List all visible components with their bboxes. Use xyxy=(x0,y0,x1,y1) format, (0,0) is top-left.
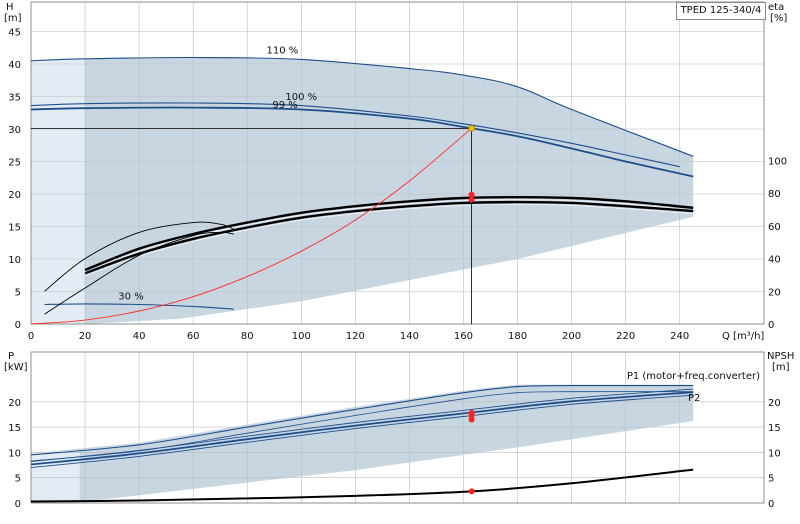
y-tick-label: 40 xyxy=(8,60,21,71)
x-tick-label: 40 xyxy=(133,331,146,342)
npsh-tick-label: 10 xyxy=(768,448,781,459)
x-tick-label: 220 xyxy=(616,331,635,342)
efficiency-curve xyxy=(84,195,694,272)
y-tick-label: 35 xyxy=(8,93,21,104)
y2-axis-label: eta xyxy=(768,2,784,13)
y-tick-label: 5 xyxy=(15,288,21,299)
p1-label: P1 (motor+freq.converter) xyxy=(627,371,760,382)
p2-curve xyxy=(30,391,694,466)
x-tick-label: 20 xyxy=(79,331,92,342)
x-tick-label: 160 xyxy=(454,331,473,342)
x-axis-label: Q [m³/h] xyxy=(722,331,764,342)
duty-point-marker xyxy=(468,125,475,132)
y-tick-label: 15 xyxy=(8,223,21,234)
y-tick-label: 30 xyxy=(8,125,21,136)
envelope-low-flow-zone xyxy=(31,58,86,325)
power-op-point xyxy=(468,488,475,495)
efficiency-op-point xyxy=(468,196,475,203)
npsh-curve xyxy=(30,468,694,503)
efficiency-curve-low xyxy=(44,221,234,292)
head-curve xyxy=(30,106,694,178)
y-axis-label: H xyxy=(6,2,14,13)
p-tick-label: 10 xyxy=(8,448,21,459)
npsh-tick-label: 20 xyxy=(768,398,781,409)
bottom-plot-frame xyxy=(30,351,765,504)
head-curve xyxy=(30,102,680,168)
p-tick-label: 5 xyxy=(15,474,21,485)
y2-tick-label: 60 xyxy=(768,222,781,233)
efficiency-curve-low xyxy=(44,231,234,315)
y-axis-unit: [m] xyxy=(4,13,22,24)
npsh-tick-label: 15 xyxy=(768,423,781,434)
npsh-axis-unit: [m] xyxy=(772,362,790,373)
label-99: 99 % xyxy=(272,100,297,111)
p2-curve xyxy=(30,388,694,462)
system-curve xyxy=(30,127,472,325)
efficiency-curve-inner xyxy=(84,204,694,276)
y-tick-label: 0 xyxy=(15,320,21,331)
operating-envelope xyxy=(31,57,694,324)
npsh-axis-label: NPSH xyxy=(767,351,794,362)
x-tick-label: 60 xyxy=(187,331,200,342)
x-tick-label: 80 xyxy=(241,331,254,342)
y-tick-label: 45 xyxy=(8,28,21,39)
y2-tick-label: 80 xyxy=(768,189,781,200)
p-tick-label: 0 xyxy=(15,499,21,510)
x-tick-label: 200 xyxy=(562,331,581,342)
npsh-tick-label: 5 xyxy=(768,474,774,485)
y2-axis-unit: [%] xyxy=(770,13,787,24)
power-op-point xyxy=(468,409,475,416)
power-envelope-low-flow xyxy=(31,450,80,503)
y2-tick-label: 0 xyxy=(768,320,774,331)
label-100: 100 % xyxy=(285,92,317,103)
npsh-tick-label: 0 xyxy=(768,499,774,510)
efficiency-curve xyxy=(84,200,694,275)
efficiency-curve-inner xyxy=(84,199,694,273)
head-curve-30 xyxy=(44,303,234,310)
x-tick-label: 240 xyxy=(670,331,689,342)
y2-tick-label: 20 xyxy=(768,287,781,298)
p-tick-label: 20 xyxy=(8,398,21,409)
p1-curve xyxy=(30,384,694,456)
y-tick-label: 10 xyxy=(8,255,21,266)
p-tick-label: 15 xyxy=(8,423,21,434)
power-envelope xyxy=(31,384,694,503)
power-op-point xyxy=(468,416,475,423)
label-30: 30 % xyxy=(118,291,143,302)
x-tick-label: 180 xyxy=(508,331,527,342)
top-plot-frame xyxy=(30,1,765,325)
efficiency-op-point xyxy=(468,191,475,198)
x-tick-label: 120 xyxy=(346,331,365,342)
y-tick-label: 25 xyxy=(8,158,21,169)
head-curve xyxy=(30,56,694,157)
x-tick-label: 100 xyxy=(292,331,311,342)
p2-curve xyxy=(30,394,694,469)
label-110: 110 % xyxy=(266,46,298,57)
x-tick-label: 0 xyxy=(28,331,34,342)
p-axis-label: P xyxy=(8,351,14,362)
y2-tick-label: 40 xyxy=(768,255,781,266)
p2-label: P2 xyxy=(688,393,700,404)
p-axis-unit: [kW] xyxy=(4,362,28,373)
model-label: TPED 125-340/4 xyxy=(676,2,766,20)
y2-tick-label: 100 xyxy=(768,156,787,167)
x-tick-label: 140 xyxy=(400,331,419,342)
y-tick-label: 20 xyxy=(8,190,21,201)
